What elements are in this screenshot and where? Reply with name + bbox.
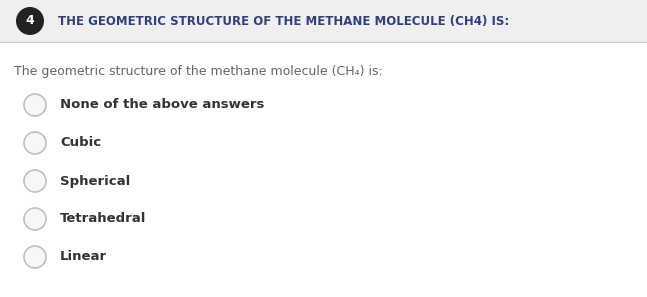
Circle shape (24, 208, 46, 230)
Text: Cubic: Cubic (60, 137, 101, 149)
Circle shape (24, 132, 46, 154)
Text: Spherical: Spherical (60, 175, 130, 187)
Text: None of the above answers: None of the above answers (60, 99, 265, 111)
Circle shape (24, 94, 46, 116)
Text: Linear: Linear (60, 250, 107, 263)
Circle shape (24, 246, 46, 268)
Text: The geometric structure of the methane molecule (CH₄) is:: The geometric structure of the methane m… (14, 66, 383, 78)
Text: Tetrahedral: Tetrahedral (60, 212, 146, 225)
Circle shape (24, 170, 46, 192)
FancyBboxPatch shape (0, 0, 647, 42)
Circle shape (16, 7, 44, 35)
Text: THE GEOMETRIC STRUCTURE OF THE METHANE MOLECULE (CH4) IS:: THE GEOMETRIC STRUCTURE OF THE METHANE M… (58, 15, 509, 28)
Text: 4: 4 (26, 15, 34, 28)
